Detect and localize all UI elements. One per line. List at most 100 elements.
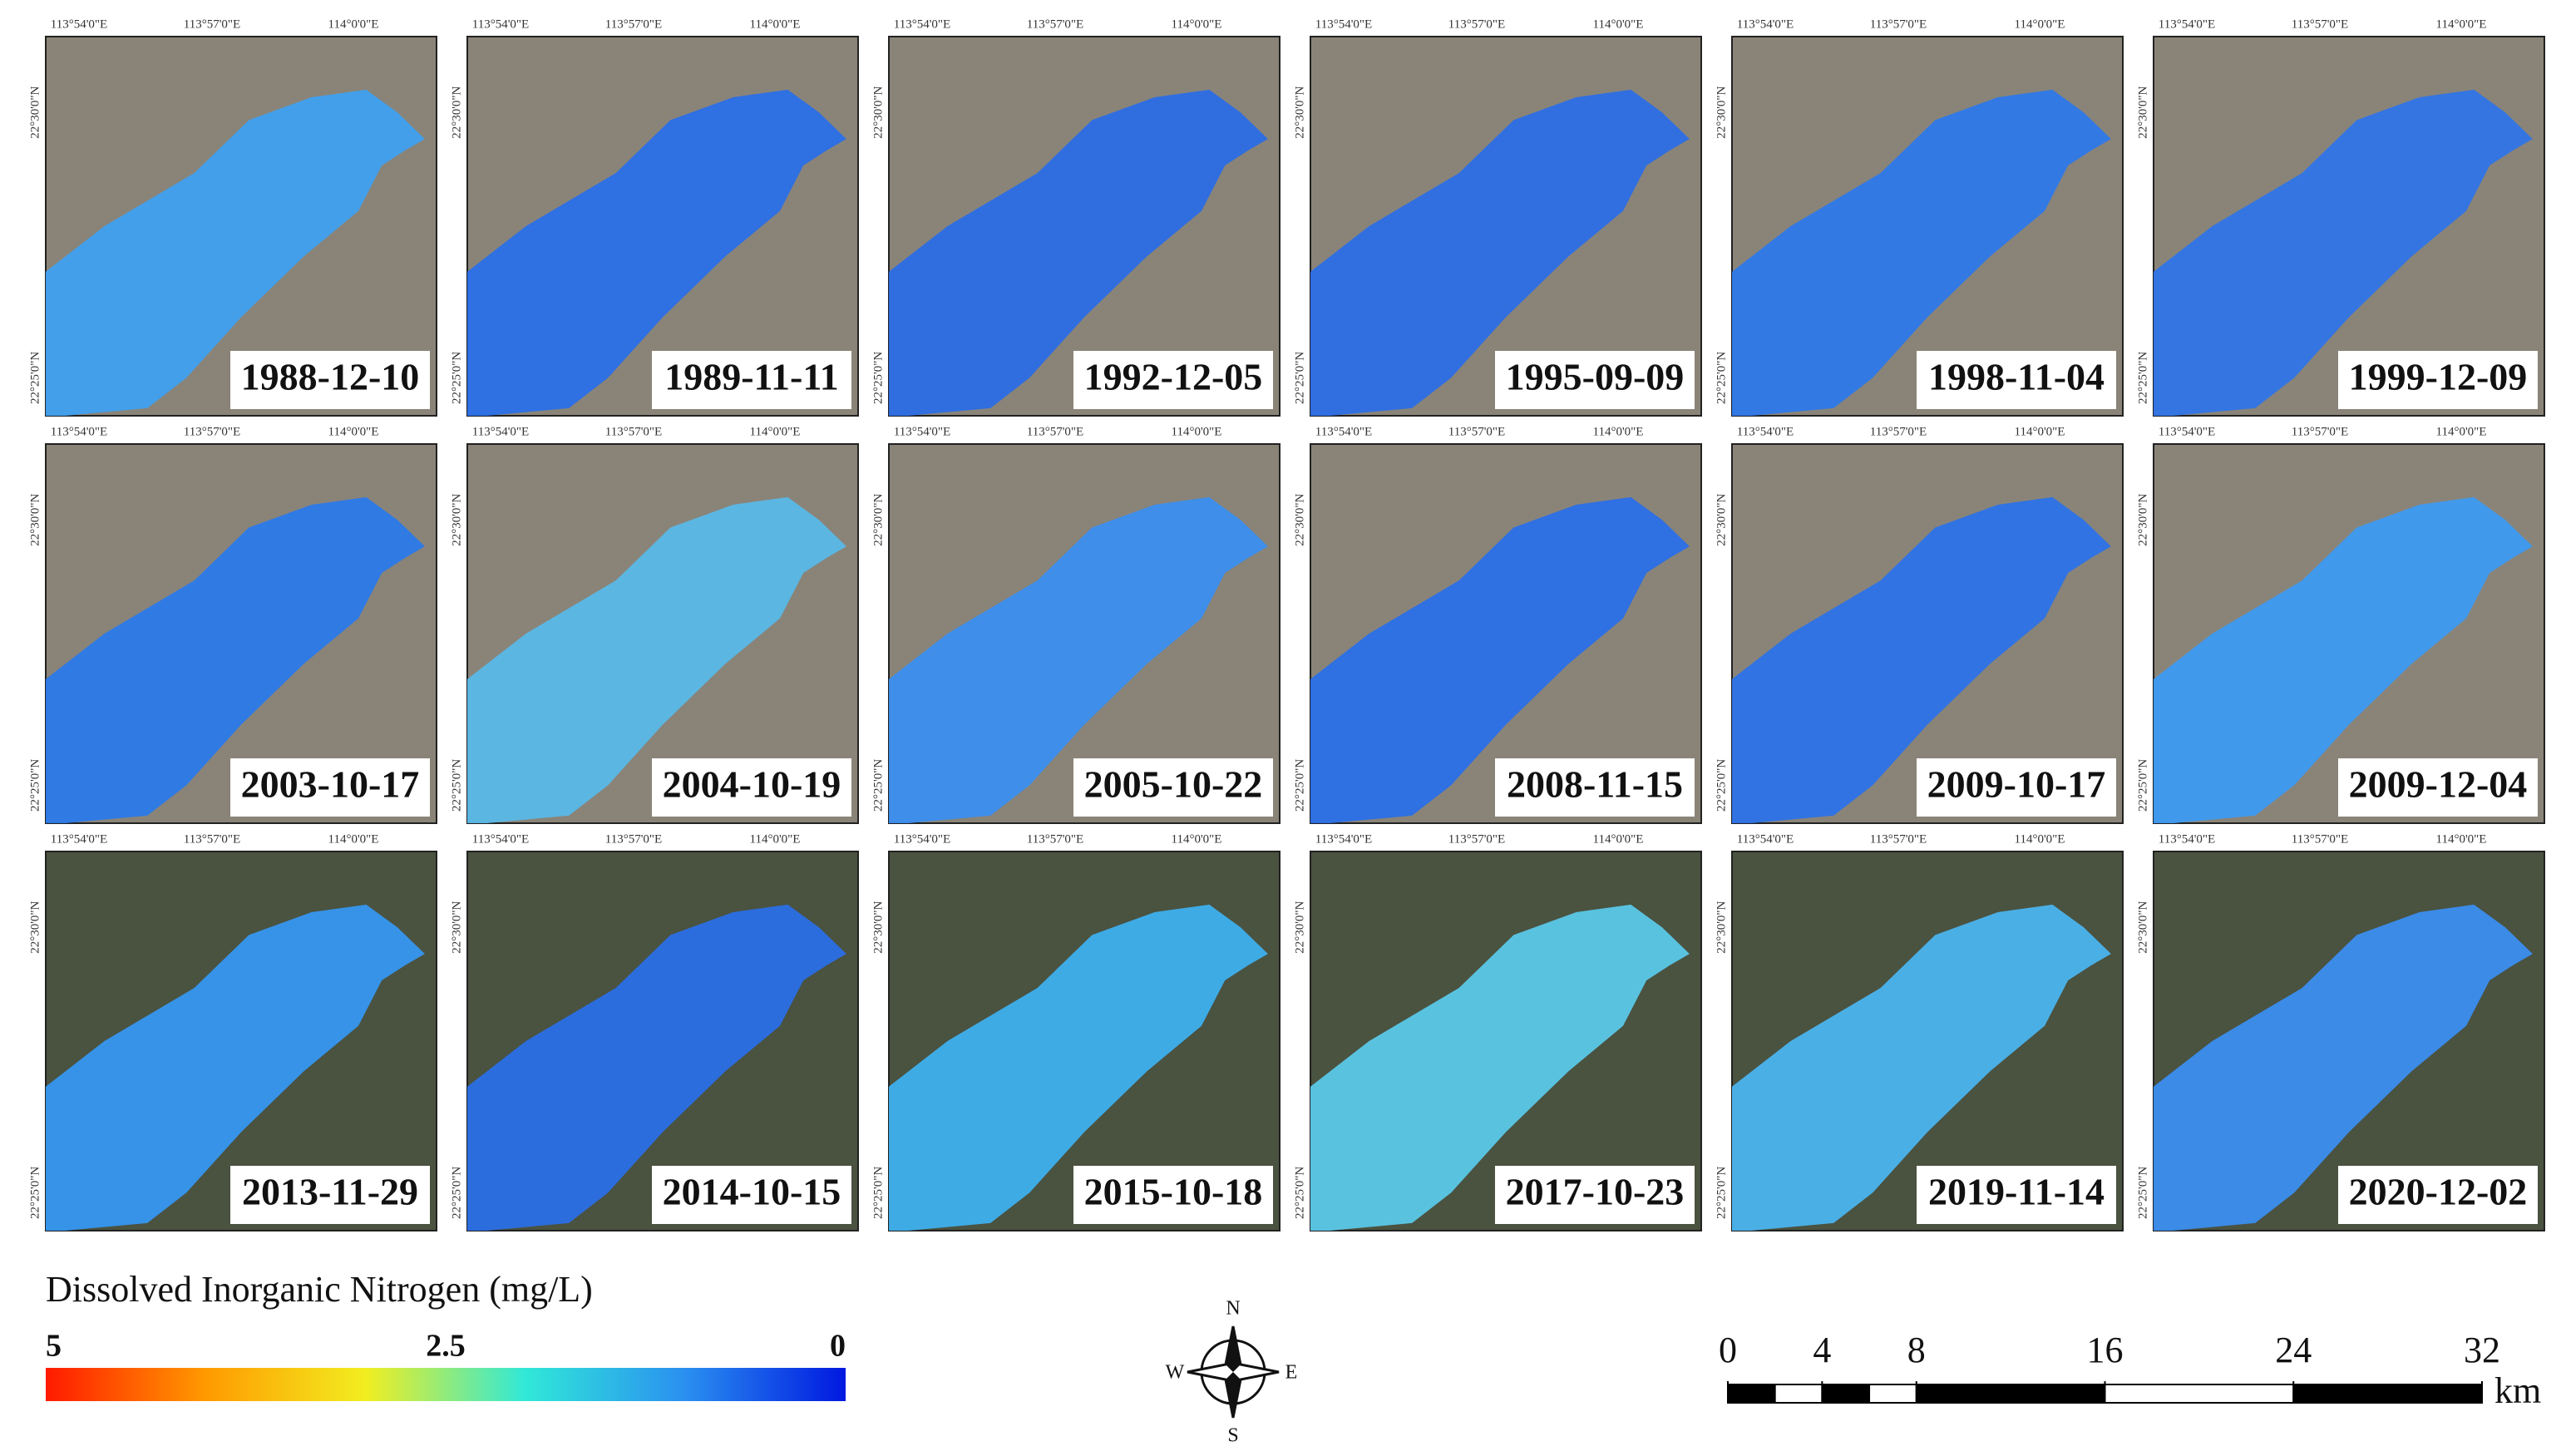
map-panel: 113°54'0"E 113°57'0"E 114°0'0"E 22°30'0"N 22… xyxy=(2136,832,2545,1231)
lat-label: 22°30'0"N xyxy=(1293,86,1306,138)
lon-label: 113°57'0"E xyxy=(184,425,240,438)
lon-label: 113°57'0"E xyxy=(2292,832,2348,846)
date-label: 1995-09-09 xyxy=(1506,356,1685,398)
lat-label: 22°25'0"N xyxy=(1293,352,1306,404)
lon-label: 113°57'0"E xyxy=(184,17,240,31)
lon-label: 114°0'0"E xyxy=(1172,17,1222,31)
lat-label: 22°30'0"N xyxy=(28,493,42,545)
lon-label: 113°54'0"E xyxy=(472,425,529,438)
lon-label: 114°0'0"E xyxy=(2015,17,2065,31)
date-label: 2005-10-22 xyxy=(1084,763,1263,806)
date-box xyxy=(230,758,430,817)
map-panel: 113°54'0"E 113°57'0"E 114°0'0"E 22°30'0"N 22… xyxy=(28,425,437,824)
date-box xyxy=(652,758,851,817)
date-label: 2013-11-29 xyxy=(242,1171,418,1213)
date-label: 2004-10-19 xyxy=(663,763,841,806)
colorbar xyxy=(46,1368,846,1401)
date-label: 2017-10-23 xyxy=(1506,1171,1685,1213)
lat-label: 22°30'0"N xyxy=(1715,901,1728,953)
lat-label: 22°30'0"N xyxy=(1715,86,1728,138)
scale-label: 24 xyxy=(2275,1330,2312,1370)
date-box xyxy=(1073,351,1273,409)
map-panel: 113°54'0"E 113°57'0"E 114°0'0"E 22°30'0"N 22… xyxy=(1715,425,2124,824)
compass: N S E W xyxy=(1166,1298,1298,1447)
lon-label: 113°54'0"E xyxy=(2159,832,2215,846)
lat-label: 22°25'0"N xyxy=(28,759,42,812)
map-panel: 113°54'0"E 113°57'0"E 114°0'0"E 22°30'0"N 22… xyxy=(28,17,437,417)
water-area xyxy=(46,904,425,1231)
lat-label: 22°30'0"N xyxy=(2136,493,2149,545)
colorbar-tick-label: 0 xyxy=(830,1329,846,1364)
lat-label: 22°25'0"N xyxy=(1715,352,1728,404)
lon-label: 113°54'0"E xyxy=(51,425,107,438)
date-label: 2009-12-04 xyxy=(2349,763,2528,806)
colorbar-title: Dissolved Inorganic Nitrogen (mg/L) xyxy=(46,1269,593,1310)
scale-segment xyxy=(2104,1384,2295,1404)
lon-label: 114°0'0"E xyxy=(328,425,379,438)
date-box xyxy=(1073,758,1273,817)
lat-label: 22°25'0"N xyxy=(450,352,463,404)
water-area xyxy=(1310,904,1690,1231)
date-label: 1992-12-05 xyxy=(1084,356,1263,398)
lon-label: 113°54'0"E xyxy=(1315,17,1372,31)
lat-label: 22°25'0"N xyxy=(1293,1167,1306,1219)
scale-segment xyxy=(1915,1384,2106,1404)
lon-label: 113°54'0"E xyxy=(894,425,950,438)
date-box xyxy=(2338,351,2538,409)
colorbar-tick-label: 2.5 xyxy=(426,1329,466,1364)
lat-label: 22°30'0"N xyxy=(28,86,42,138)
scale-label: 32 xyxy=(2464,1330,2500,1370)
lat-label: 22°25'0"N xyxy=(2136,759,2149,812)
water-area xyxy=(1732,89,2111,416)
lat-label: 22°30'0"N xyxy=(450,493,463,545)
date-label: 2003-10-17 xyxy=(241,763,420,806)
lon-label: 113°57'0"E xyxy=(2292,425,2348,438)
lon-label: 114°0'0"E xyxy=(750,17,801,31)
date-box xyxy=(2338,758,2538,817)
date-label: 1998-11-04 xyxy=(1928,356,2105,398)
lat-label: 22°25'0"N xyxy=(450,1167,463,1219)
lon-label: 113°57'0"E xyxy=(1027,17,1083,31)
water-area xyxy=(889,496,1268,823)
lat-label: 22°25'0"N xyxy=(1715,1167,1728,1219)
lat-label: 22°25'0"N xyxy=(450,759,463,812)
date-box xyxy=(1917,351,2116,409)
lon-label: 113°54'0"E xyxy=(472,17,529,31)
date-box xyxy=(230,1166,430,1224)
map-panel: 113°54'0"E 113°57'0"E 114°0'0"E 22°30'0"N 22… xyxy=(450,425,859,824)
lon-label: 114°0'0"E xyxy=(1172,832,1222,846)
compass-w: W xyxy=(1166,1362,1185,1384)
lon-label: 113°57'0"E xyxy=(1870,17,1927,31)
lon-label: 114°0'0"E xyxy=(2015,832,2065,846)
lon-label: 113°54'0"E xyxy=(894,17,950,31)
date-box xyxy=(652,351,851,409)
lat-label: 22°25'0"N xyxy=(871,759,885,812)
lon-label: 114°0'0"E xyxy=(1593,832,1644,846)
map-panel: 113°54'0"E 113°57'0"E 114°0'0"E 22°30'0"N 22… xyxy=(1715,17,2124,417)
compass-e: E xyxy=(1285,1362,1298,1384)
lat-label: 22°30'0"N xyxy=(1715,493,1728,545)
water-area xyxy=(467,496,846,823)
date-label: 1989-11-11 xyxy=(664,356,839,398)
date-box xyxy=(1073,1166,1273,1224)
lon-label: 113°57'0"E xyxy=(1027,425,1083,438)
scale-segment xyxy=(1868,1384,1917,1404)
date-label: 2019-11-14 xyxy=(1928,1171,2105,1213)
lat-label: 22°30'0"N xyxy=(28,901,42,953)
compass-s: S xyxy=(1227,1425,1238,1447)
map-panel: 113°54'0"E 113°57'0"E 114°0'0"E 22°30'0"N 22… xyxy=(1293,832,1702,1231)
lat-label: 22°25'0"N xyxy=(28,352,42,404)
map-panel: 113°54'0"E 113°57'0"E 114°0'0"E 22°30'0"N 22… xyxy=(871,425,1280,824)
lat-label: 22°30'0"N xyxy=(2136,901,2149,953)
lat-label: 22°25'0"N xyxy=(871,352,885,404)
lon-label: 114°0'0"E xyxy=(2436,425,2487,438)
lon-label: 114°0'0"E xyxy=(1593,17,1644,31)
date-label: 2015-10-18 xyxy=(1084,1171,1263,1213)
lat-label: 22°30'0"N xyxy=(2136,86,2149,138)
map-panel: 113°54'0"E 113°57'0"E 114°0'0"E 22°30'0"N 22… xyxy=(1715,832,2124,1231)
lon-label: 113°57'0"E xyxy=(184,832,240,846)
lat-label: 22°30'0"N xyxy=(871,86,885,138)
water-area xyxy=(889,904,1268,1231)
